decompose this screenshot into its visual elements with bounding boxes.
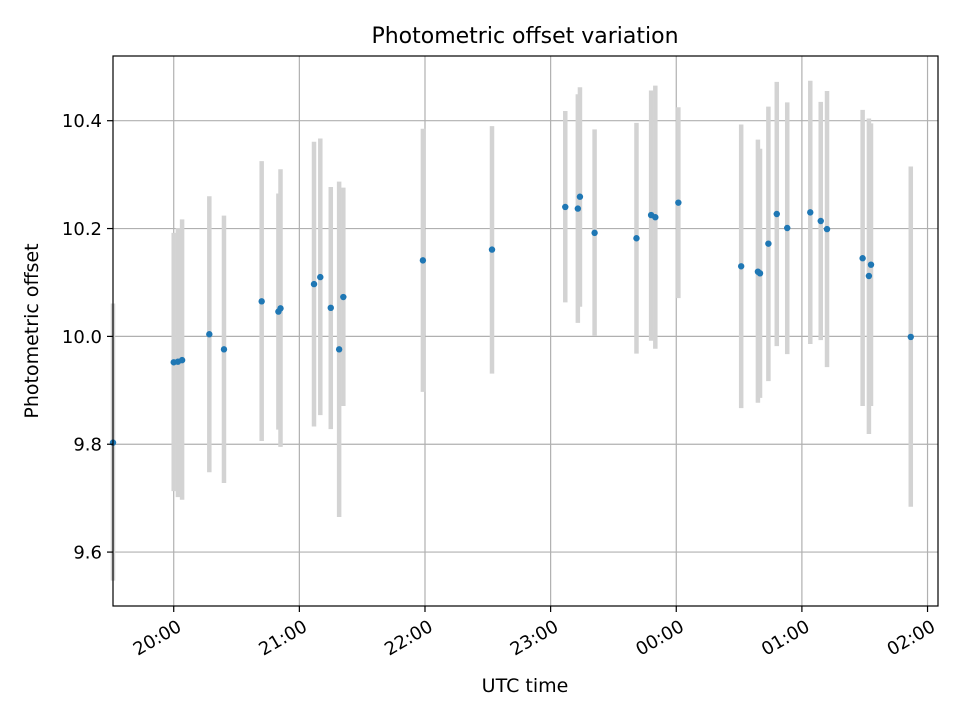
y-tick-label: 10.0 xyxy=(62,327,102,348)
axes-frame xyxy=(112,55,939,607)
data-point xyxy=(562,203,569,211)
data-point xyxy=(765,240,772,247)
data-point xyxy=(574,205,582,212)
data-point xyxy=(335,346,343,353)
data-point xyxy=(206,331,213,338)
data-point xyxy=(488,246,496,253)
data-point xyxy=(737,263,745,270)
data-points xyxy=(109,193,914,446)
data-point xyxy=(178,356,186,364)
data-point xyxy=(340,293,347,301)
data-point xyxy=(652,214,659,221)
data-point xyxy=(773,210,780,218)
y-axis-label: Photometric offset xyxy=(21,243,43,418)
y-tick-label: 9.8 xyxy=(73,435,102,456)
data-point xyxy=(633,235,640,242)
data-point xyxy=(220,346,228,353)
x-axis-label: UTC time xyxy=(482,675,569,697)
chart-title: Photometric offset variation xyxy=(371,24,678,49)
data-point xyxy=(591,229,598,237)
data-point xyxy=(258,298,265,305)
y-tick-label: 9.6 xyxy=(73,543,102,564)
data-point xyxy=(823,225,831,233)
data-point xyxy=(807,209,814,216)
data-point xyxy=(310,280,318,288)
y-tick-label: 10.2 xyxy=(62,219,102,240)
data-point xyxy=(317,273,324,281)
data-point xyxy=(784,224,791,232)
data-point xyxy=(277,305,284,312)
data-point xyxy=(756,270,764,277)
data-point xyxy=(327,304,334,312)
data-point xyxy=(907,333,914,341)
data-point xyxy=(865,272,873,280)
y-tick-label: 10.4 xyxy=(62,111,102,132)
data-point xyxy=(867,261,875,268)
data-point xyxy=(859,255,866,262)
data-point xyxy=(675,199,682,206)
data-point xyxy=(576,193,584,200)
ticks: 20:00 21:00 22:00 23:00 00:00 01:00 02:009.69.… xyxy=(62,111,939,660)
data-point xyxy=(419,257,427,264)
data-point xyxy=(817,217,824,225)
